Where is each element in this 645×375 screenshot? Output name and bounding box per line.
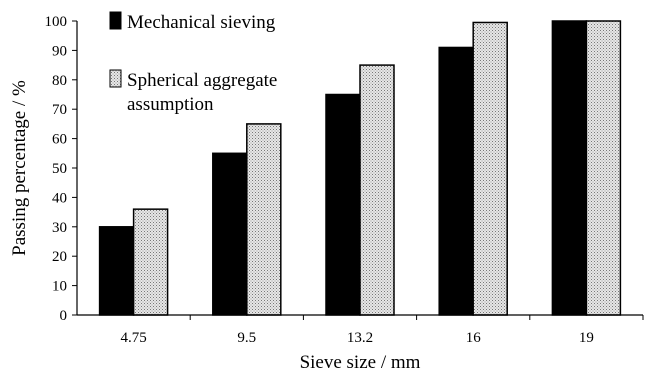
y-tick-label: 0 <box>60 308 68 324</box>
bar-spherical-aggregate-0 <box>132 208 169 316</box>
x-axis-title: Sieve size / mm <box>300 352 421 373</box>
y-tick-label: 50 <box>52 161 67 177</box>
legend: Mechanical sieving Spherical aggregate ass… <box>109 11 277 115</box>
y-tick-label: 90 <box>52 43 67 59</box>
y-tick-label: 10 <box>52 279 67 295</box>
x-tick-label: 16 <box>466 330 482 346</box>
x-tick-label: 13.2 <box>347 330 373 346</box>
y-tick-label: 30 <box>52 220 67 236</box>
y-tick-label: 100 <box>45 14 68 30</box>
bar-spherical-aggregate-3 <box>472 21 508 316</box>
bar-mechanical-sieving-4 <box>551 20 588 316</box>
y-tick-label: 70 <box>52 102 67 118</box>
bar-mechanical-sieving-1 <box>212 152 248 316</box>
legend-label-1-1: assumption <box>127 94 214 115</box>
y-axis-title: Passing percentage / % <box>9 80 30 256</box>
legend-swatch-0 <box>109 11 122 30</box>
bar-mechanical-sieving-2 <box>325 93 361 316</box>
axes-group: 0 10 20 30 40 50 60 70 80 90 100 4.75 9.5 13.2 16 19 Sie… <box>9 14 644 373</box>
bar-spherical-aggregate-4 <box>585 20 622 316</box>
bar-spherical-aggregate-1 <box>246 123 282 316</box>
x-tick-label: 4.75 <box>120 330 146 346</box>
legend-label-1-0: Spherical aggregate <box>127 70 277 91</box>
legend-swatch-1 <box>109 69 122 88</box>
bar-spherical-aggregate-2 <box>359 64 395 316</box>
bars-group <box>98 20 622 316</box>
bar-mechanical-sieving-3 <box>438 46 474 316</box>
bar-mechanical-sieving-0 <box>98 226 135 316</box>
y-tick-label: 80 <box>52 73 67 89</box>
legend-label-0-0: Mechanical sieving <box>127 12 276 33</box>
y-tick-label: 20 <box>52 249 67 265</box>
x-tick-label: 19 <box>579 330 594 346</box>
y-tick-label: 60 <box>52 132 67 148</box>
x-tick-label: 9.5 <box>237 330 256 346</box>
y-tick-label: 40 <box>52 190 67 206</box>
